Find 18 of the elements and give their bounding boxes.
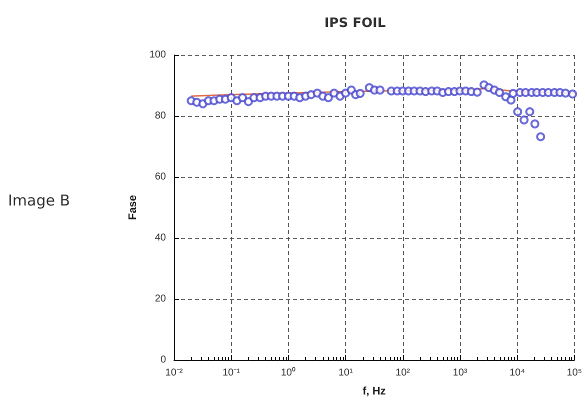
text: Image B xyxy=(8,192,70,210)
x-tick-label: 10⁰ xyxy=(280,366,296,378)
y-tick-label: 100 xyxy=(149,50,166,60)
x-tick-label: 10⁻² xyxy=(165,368,184,378)
y-axis-title: Fase xyxy=(126,194,139,220)
x-tick-label: 10⁵ xyxy=(566,368,582,378)
y-tick-label: 0 xyxy=(160,354,166,366)
x-tick-label: 10³ xyxy=(452,368,468,378)
y-tick-label: 60 xyxy=(154,172,166,182)
chart-title: IPS FOIL xyxy=(324,16,386,31)
x-tick-label: 10⁻¹ xyxy=(222,368,241,378)
x-tick-label: 10⁴ xyxy=(509,368,525,378)
y-tick-label: 40 xyxy=(154,232,166,244)
x-axis-title: f, Hz xyxy=(362,386,386,398)
x-tick-label: 10² xyxy=(396,368,411,378)
y-tick-label: 80 xyxy=(154,110,166,122)
x-tick-label: 10¹ xyxy=(338,368,354,378)
y-tick-label: 20 xyxy=(154,294,166,304)
